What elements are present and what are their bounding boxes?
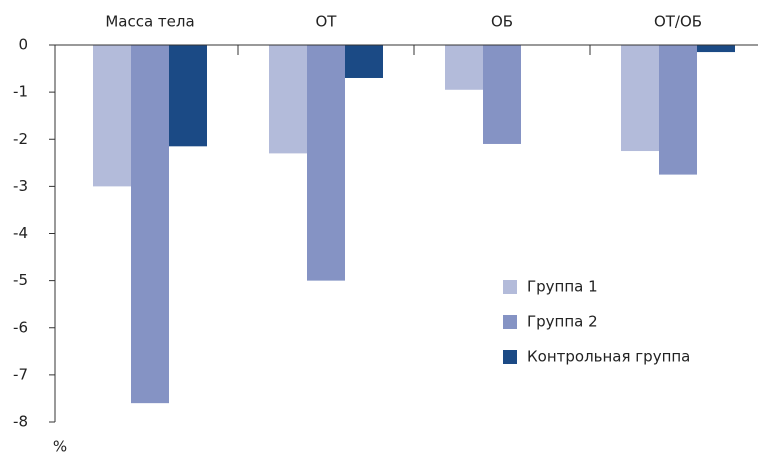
legend-swatch — [503, 315, 517, 329]
y-tick-label: -6 — [13, 318, 28, 336]
bar — [169, 45, 207, 147]
bar — [445, 45, 483, 90]
bar — [269, 45, 307, 154]
bar — [483, 45, 521, 144]
y-tick-label: -1 — [13, 83, 28, 101]
x-tick-label: ОБ — [491, 13, 513, 31]
legend-swatch — [503, 280, 517, 294]
bar — [659, 45, 697, 175]
y-tick-label: -5 — [13, 271, 28, 289]
x-tick-label: ОТ/ОБ — [654, 13, 702, 31]
x-tick-label: Масса тела — [105, 13, 194, 31]
legend-label: Контрольная группа — [527, 348, 690, 366]
bar — [345, 45, 383, 78]
y-tick-label: -8 — [13, 413, 28, 431]
bar — [307, 45, 345, 281]
y-tick-label: -2 — [13, 130, 28, 148]
bar — [621, 45, 659, 152]
y-tick-label: -3 — [13, 177, 28, 195]
x-tick-label: ОТ — [316, 13, 338, 31]
y-axis-label: % — [53, 438, 67, 456]
legend-label: Группа 1 — [527, 278, 598, 296]
bar — [93, 45, 131, 187]
legend-swatch — [503, 350, 517, 364]
y-tick-label: -7 — [13, 365, 28, 383]
legend-label: Группа 2 — [527, 313, 598, 331]
bar — [131, 45, 169, 404]
y-tick-label: -4 — [13, 224, 28, 242]
y-tick-label: 0 — [18, 36, 28, 54]
bar — [697, 45, 735, 53]
